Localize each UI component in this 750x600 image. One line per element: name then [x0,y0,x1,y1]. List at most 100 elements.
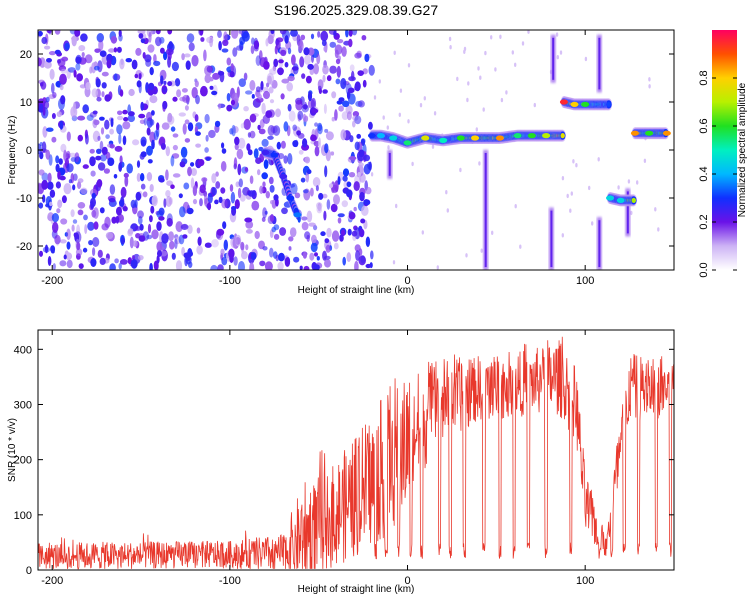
noise-blob [96,97,102,102]
noise-blob-strong [207,202,212,211]
noise-blob [349,135,354,143]
noise-blob [38,202,44,209]
noise-blob [238,30,243,35]
noise-blob [191,55,199,67]
noise-blob-strong [59,175,66,181]
noise-blob [172,173,181,178]
noise-blob [275,39,281,51]
noise-blob [300,34,306,41]
noise-blob [93,119,100,126]
noise-blob-strong [311,108,319,114]
noise-blob [133,240,138,248]
noise-blob [325,131,334,141]
noise-blob [301,104,310,113]
noise-blob [210,264,218,270]
noise-blob [328,183,334,189]
noise-blob [57,59,61,64]
noise-blob [146,172,153,182]
noise-blob [233,157,238,169]
noise-blob [194,114,199,122]
noise-blob [127,228,134,235]
speckle [584,56,588,62]
ridge-point [279,173,288,179]
noise-blob [93,221,99,230]
noise-blob [143,118,147,126]
noise-blob [326,227,332,238]
noise-blob [195,94,200,105]
noise-blob [231,124,236,137]
noise-blob [181,88,188,93]
noise-blob [56,111,62,118]
noise-blob [117,115,124,121]
noise-blob [286,82,294,92]
noise-blob [59,73,67,85]
noise-blob [55,181,62,189]
noise-blob-strong [228,248,235,259]
noise-blob [304,156,311,164]
noise-blob-strong [130,259,138,269]
noise-blob [315,185,319,192]
noise-blob [281,78,290,84]
noise-blob [203,49,207,62]
noise-blob [113,73,118,82]
x-tick-label: -200 [41,275,63,287]
noise-blob [142,52,146,59]
speckle [591,221,594,226]
noise-blob [367,161,372,170]
noise-blob-strong [156,221,162,231]
noise-blob [290,30,298,37]
noise-blob [140,183,146,190]
noise-blob-strong [40,82,44,87]
noise-blob-strong [113,174,118,179]
noise-blob [118,262,122,270]
ridge-point [403,140,412,146]
noise-blob [175,260,183,270]
speckle [556,55,559,60]
noise-blob [239,194,246,202]
noise-blob [346,111,352,121]
noise-blob [75,63,81,71]
speckle [648,77,651,82]
noise-blob-strong [39,103,44,111]
ridge-point [616,197,625,203]
noise-blob-strong [218,40,222,51]
noise-blob [360,138,366,144]
spectrogram-noise [38,30,660,270]
noise-blob-strong [127,111,135,117]
noise-blob [220,187,226,194]
noise-blob [287,153,293,165]
noise-blob [234,143,239,150]
noise-blob [291,54,296,66]
colorbar-label: Normalized spectral amplitude [737,82,748,217]
noise-blob-strong [226,104,233,112]
noise-blob [146,234,153,240]
noise-blob-strong [363,199,371,206]
noise-blob-strong [356,133,362,139]
noise-blob [268,86,274,94]
noise-blob [342,168,350,177]
speckle [480,248,483,253]
noise-blob [182,123,187,135]
speckle [490,35,493,40]
noise-blob [324,128,329,133]
noise-blob-strong [140,101,144,111]
noise-blob [77,202,86,209]
noise-blob [105,232,114,240]
noise-blob [267,75,272,85]
noise-blob-strong [182,234,188,239]
noise-blob [334,49,339,59]
streak-core [484,153,487,267]
noise-blob [160,250,168,257]
noise-blob-strong [270,30,275,34]
noise-blob [128,88,135,97]
noise-blob [331,184,339,193]
noise-blob [184,53,191,58]
noise-blob [145,59,152,67]
noise-blob [230,63,234,72]
noise-blob-strong [190,162,195,167]
noise-blob-strong [90,258,97,267]
noise-blob-strong [326,75,332,82]
noise-blob [300,177,306,183]
noise-blob [194,80,199,88]
